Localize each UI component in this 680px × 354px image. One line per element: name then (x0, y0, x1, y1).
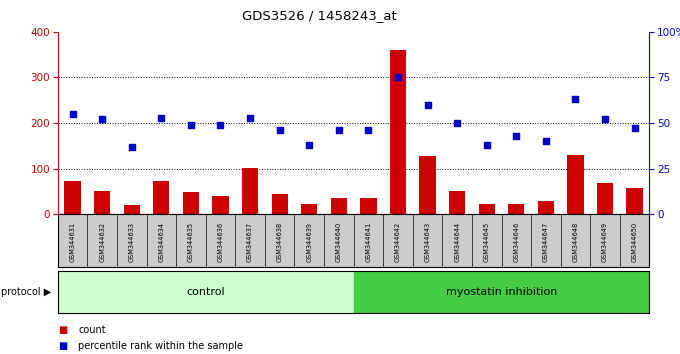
Bar (626, 188, 643, 214)
Text: GSM344632: GSM344632 (99, 222, 105, 262)
Point (67, 111, 78, 117)
Bar (271, 194, 288, 214)
Bar (508, 204, 524, 214)
Text: GSM344637: GSM344637 (247, 222, 253, 262)
Bar (94, 192, 110, 214)
Bar (242, 168, 258, 214)
Text: GSM344642: GSM344642 (395, 222, 401, 262)
Text: GSM344645: GSM344645 (483, 222, 490, 262)
Point (629, 126, 640, 131)
Bar (183, 192, 199, 214)
Bar (420, 156, 436, 214)
Point (304, 142, 315, 148)
Text: GSM344640: GSM344640 (336, 222, 342, 262)
Point (570, 97, 581, 102)
Bar (212, 196, 228, 214)
Point (186, 122, 197, 128)
Point (245, 115, 256, 120)
Text: GSM344634: GSM344634 (158, 222, 165, 262)
Bar (538, 201, 554, 214)
Point (126, 144, 137, 149)
Text: ■: ■ (58, 325, 67, 335)
Text: GSM344649: GSM344649 (602, 222, 608, 262)
Point (481, 142, 492, 148)
Bar (479, 204, 495, 214)
Text: GSM344650: GSM344650 (632, 222, 638, 262)
Bar (153, 181, 169, 214)
Point (422, 102, 433, 108)
Bar (124, 205, 140, 214)
Text: control: control (186, 287, 225, 297)
Point (600, 116, 611, 122)
Bar (360, 198, 377, 214)
Point (392, 75, 403, 80)
Text: count: count (78, 325, 106, 335)
Text: GSM344638: GSM344638 (277, 222, 283, 262)
Bar (301, 204, 318, 214)
Point (156, 115, 167, 120)
Point (274, 127, 285, 133)
Text: GSM344635: GSM344635 (188, 222, 194, 262)
Bar (390, 50, 406, 214)
Bar (58, 271, 354, 313)
Text: ■: ■ (58, 341, 67, 351)
Text: GSM344633: GSM344633 (129, 222, 135, 262)
Bar (597, 183, 613, 214)
Text: GDS3526 / 1458243_at: GDS3526 / 1458243_at (242, 9, 397, 22)
Text: GSM344643: GSM344643 (424, 222, 430, 262)
Point (97, 116, 107, 122)
Point (215, 122, 226, 128)
Bar (449, 192, 465, 214)
Point (363, 127, 374, 133)
Text: GSM344631: GSM344631 (69, 222, 75, 262)
Bar (567, 155, 583, 214)
Point (511, 133, 522, 139)
Text: GSM344647: GSM344647 (543, 222, 549, 262)
Text: protocol ▶: protocol ▶ (1, 287, 52, 297)
Text: GSM344648: GSM344648 (573, 222, 579, 262)
Point (541, 138, 551, 144)
Bar (354, 271, 649, 313)
Point (333, 127, 344, 133)
Text: percentile rank within the sample: percentile rank within the sample (78, 341, 243, 351)
Text: GSM344636: GSM344636 (218, 222, 224, 262)
Bar (65, 181, 81, 214)
Text: GSM344644: GSM344644 (454, 222, 460, 262)
Point (452, 120, 462, 126)
Text: GSM344641: GSM344641 (365, 222, 371, 262)
Bar (330, 198, 347, 214)
Text: GSM344639: GSM344639 (306, 222, 312, 262)
Text: GSM344646: GSM344646 (513, 222, 520, 262)
Text: myostatin inhibition: myostatin inhibition (446, 287, 557, 297)
